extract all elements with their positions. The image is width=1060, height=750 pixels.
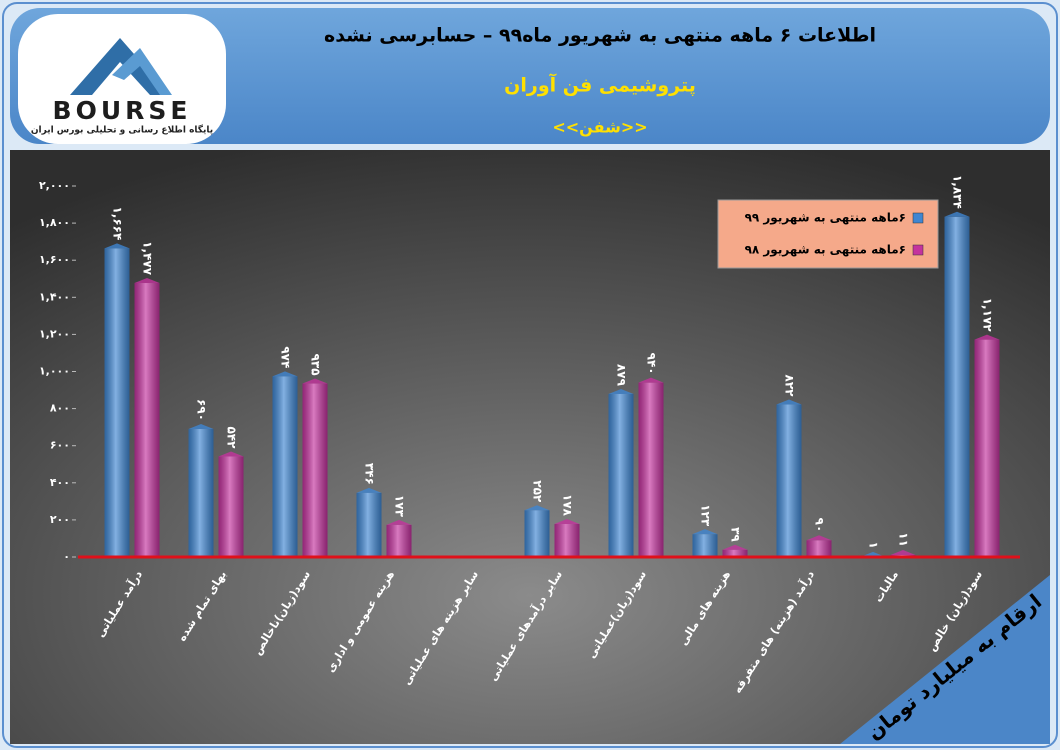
- bar-shine: [806, 540, 832, 557]
- bar-shine: [218, 456, 244, 557]
- value-label: ۱۷۳: [393, 495, 407, 518]
- y-tick-label: ۱,۲۰۰: [39, 327, 70, 340]
- value-label: ۹۰: [813, 518, 827, 533]
- bar-cap: [104, 243, 130, 249]
- bar-shine: [608, 393, 634, 557]
- value-label: ۸۷۹: [615, 364, 629, 387]
- value-label: ۹۷۴: [279, 346, 293, 368]
- bar-shine: [638, 382, 664, 557]
- bar-cap: [944, 211, 970, 217]
- bar-cap: [806, 535, 832, 541]
- bar-cap: [272, 371, 298, 377]
- logo-brand: BOURSE: [53, 96, 192, 125]
- logo-shape: [112, 48, 172, 95]
- bar-cap: [776, 399, 802, 405]
- bar-shine: [302, 383, 328, 557]
- value-label: ۲۵۲: [531, 480, 545, 503]
- bar-shine: [386, 524, 412, 557]
- bar-cap: [608, 388, 634, 394]
- value-label: ۳۴۶: [363, 463, 377, 485]
- y-tick-label: ۶۰۰: [50, 439, 70, 452]
- y-tick-label: ۸۰۰: [50, 402, 70, 415]
- bar-shine: [524, 510, 550, 557]
- annotation-banner: [840, 575, 1050, 744]
- bar-cap: [692, 529, 718, 535]
- legend-label: ۶ماهه منتهی به شهریور ۹۹: [745, 211, 906, 226]
- bar-cap: [302, 378, 328, 384]
- value-label: ۶۹۰: [195, 399, 209, 421]
- value-label: ۱,۸۳۴: [951, 175, 965, 209]
- bar-shine: [356, 492, 382, 557]
- bar-cap: [524, 505, 550, 511]
- legend-box: [717, 199, 939, 269]
- value-label: ۱: [867, 541, 881, 548]
- bar-shine: [692, 534, 718, 557]
- y-tick-label: ۰: [63, 550, 70, 563]
- value-label: ۱,۴۷۷: [141, 241, 155, 276]
- y-tick-label: ۲۰۰: [50, 513, 70, 526]
- y-tick-label: ۱,۸۰۰: [39, 216, 70, 229]
- bar-cap: [386, 519, 412, 525]
- bar-cap: [188, 424, 214, 430]
- value-label: ۱۷۸: [561, 494, 575, 517]
- y-tick-label: ۱,۰۰۰: [39, 365, 70, 378]
- bar-cap: [218, 451, 244, 457]
- bar-cap: [356, 487, 382, 493]
- value-label: ۸۲۲: [783, 375, 797, 398]
- y-tick-label: ۲,۰۰۰: [39, 179, 70, 192]
- bar-shine: [272, 376, 298, 557]
- bar-cap: [722, 544, 748, 550]
- bar-cap: [638, 377, 664, 383]
- bar-shine: [188, 429, 214, 557]
- y-tick-label: ۱,۶۰۰: [39, 253, 70, 266]
- chart-title: اطلاعات ۶ ماهه منتهی به شهریور ماه۹۹ – ح…: [324, 25, 876, 47]
- bar-cap: [554, 518, 580, 524]
- bar-cap: [890, 549, 916, 555]
- bar-shine: [134, 283, 160, 557]
- bar-shine: [944, 216, 970, 557]
- header-panel: [10, 8, 1050, 144]
- chart-subtitle: پتروشیمی فن آوران: [504, 73, 696, 97]
- logo-tagline: پایگاه اطلاع رسانی و تحلیلی بورس ایران: [31, 124, 213, 136]
- value-label: ۹۴۰: [645, 353, 659, 375]
- chart-symbol: <<شفن>>: [552, 118, 647, 137]
- bar-shine: [104, 248, 130, 557]
- legend-label: ۶ماهه منتهی به شهریور ۹۸: [745, 243, 906, 258]
- logo-shape: [70, 38, 170, 95]
- bar-shine: [722, 549, 748, 557]
- bar-cap: [974, 334, 1000, 340]
- value-label: ۱,۱۷۲: [981, 298, 995, 333]
- bar-shine: [554, 523, 580, 557]
- bar-shine: [776, 404, 802, 557]
- legend-swatch: [912, 244, 924, 256]
- bar-cap: [134, 278, 160, 284]
- legend-swatch: [912, 212, 924, 224]
- value-label: ۵۴۲: [225, 426, 239, 449]
- bar-shine: [974, 339, 1000, 557]
- logo: BOURSE پایگاه اطلاع رسانی و تحلیلی بورس …: [18, 14, 226, 144]
- value-label: ۳۹: [729, 527, 743, 542]
- value-label: ۱,۶۶۴: [111, 206, 125, 240]
- y-tick-label: ۴۰۰: [50, 476, 70, 489]
- value-label: ۱۲۳: [699, 504, 713, 527]
- value-label: ۹۳۵: [309, 354, 323, 376]
- y-tick-label: ۱,۴۰۰: [39, 290, 70, 303]
- value-label: ۱۱: [897, 532, 911, 547]
